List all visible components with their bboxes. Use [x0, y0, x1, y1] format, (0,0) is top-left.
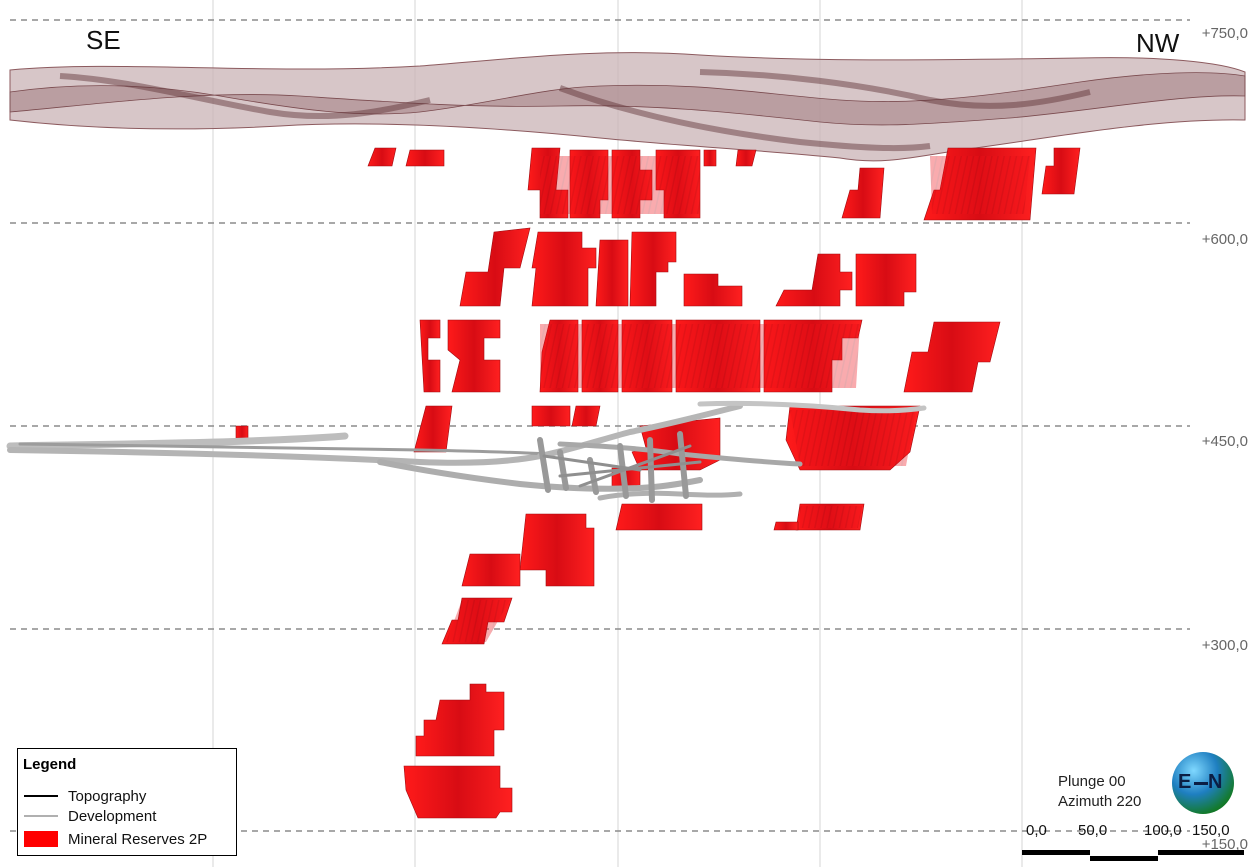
development-swatch [24, 815, 58, 817]
legend-item-topography: Topography [24, 786, 146, 806]
topography-surface [9, 52, 1246, 162]
legend-item-mineral-reserves: Mineral Reserves 2P [24, 829, 207, 849]
scale-label-150: 150,0 [1192, 822, 1230, 839]
compass-e-label: E [1178, 771, 1192, 793]
development-drifts [6, 400, 927, 503]
legend-label-topography: Topography [68, 787, 147, 805]
legend-title: Legend [23, 756, 77, 773]
elevation-label-450: +450,0 [1202, 433, 1248, 450]
compass-n-label: N [1208, 771, 1223, 793]
scale-bar: 0,0 50,0 100,0 150,0 [1020, 822, 1248, 862]
label-se: SE [86, 25, 121, 55]
compass-globe-icon: E N [1172, 752, 1234, 814]
scale-label-0: 0,0 [1026, 822, 1047, 839]
elevation-label-150: +150,0 [1202, 836, 1248, 853]
legend-label-mineral-reserves: Mineral Reserves 2P [68, 830, 208, 848]
scale-segment-3 [1158, 850, 1244, 855]
legend-label-development: Development [68, 807, 157, 825]
legend-item-development: Development [24, 806, 156, 826]
label-nw: NW [1136, 28, 1180, 58]
scale-segment-1 [1022, 850, 1090, 855]
elevation-label-300: +300,0 [1202, 637, 1248, 654]
compass-axis [1194, 782, 1208, 785]
scale-segment-2 [1090, 856, 1158, 861]
mineral-reserve-blocks [235, 147, 1081, 819]
plunge-label: Plunge 00 [1058, 773, 1126, 790]
view-orientation: Plunge 00 Azimuth 220 [1058, 772, 1141, 812]
elevation-grid-lines [10, 19, 1190, 832]
mineral-reserves-swatch [24, 831, 58, 847]
scale-label-100: 100,0 [1144, 822, 1182, 839]
elevation-label-750: +750,0 [1202, 25, 1248, 42]
azimuth-label: Azimuth 220 [1058, 793, 1142, 810]
reserve-shading [446, 156, 1030, 642]
scale-label-50: 50,0 [1078, 822, 1108, 839]
topography-swatch [24, 795, 58, 797]
elevation-label-600: +600,0 [1202, 231, 1248, 248]
legend: Legend Topography Development Mineral Re… [17, 748, 237, 856]
